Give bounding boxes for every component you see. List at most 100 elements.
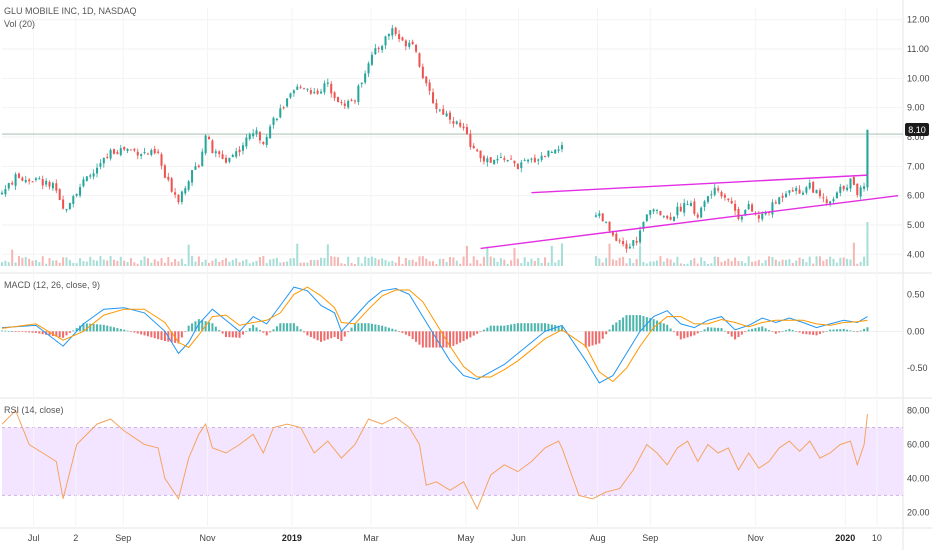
volume-bar	[676, 256, 679, 266]
rsi-band	[2, 427, 903, 496]
candle-body	[557, 149, 560, 151]
macd-histogram-bar	[533, 323, 536, 332]
candle-body	[398, 34, 401, 40]
chart-title: GLU MOBILE INC, 1D, NASDAQ	[4, 6, 137, 16]
candle-body	[289, 93, 292, 98]
candle-body	[445, 113, 448, 117]
date-tick-label: May	[457, 533, 475, 543]
candle-body	[306, 88, 309, 90]
candle-body	[218, 151, 221, 155]
volume-bar	[734, 257, 737, 266]
candle-body	[68, 202, 71, 209]
macd-histogram-bar	[482, 329, 485, 332]
candle-body	[856, 183, 859, 195]
candle-body	[323, 83, 326, 93]
candle-body	[282, 107, 285, 109]
candle-body	[214, 151, 217, 154]
volume-bar	[435, 263, 438, 266]
macd-histogram-bar	[299, 329, 302, 332]
candle-body	[177, 194, 180, 203]
volume-bar	[143, 256, 146, 266]
volume-bar	[31, 260, 34, 266]
volume-bar	[669, 259, 672, 266]
macd-histogram-bar	[829, 329, 832, 332]
candle-body	[540, 155, 543, 160]
macd-histogram-bar	[221, 331, 224, 334]
candle-body	[700, 207, 703, 218]
macd-histogram-bar	[31, 331, 34, 333]
macd-histogram-bar	[279, 323, 282, 332]
volume-bar	[652, 261, 655, 266]
candle-body	[659, 210, 662, 216]
candle-body	[404, 40, 407, 47]
candle-body	[269, 126, 272, 139]
volume-bar	[788, 259, 791, 266]
candle-body	[201, 151, 204, 167]
macd-histogram-bar	[24, 331, 27, 333]
macd-histogram-bar	[55, 331, 58, 337]
candle-body	[116, 152, 119, 155]
candle-body	[703, 201, 706, 207]
macd-histogram-bar	[11, 331, 14, 332]
candle-body	[632, 240, 635, 246]
candle-body	[727, 198, 730, 200]
volume-bar	[842, 257, 845, 266]
axis-layer: 12.00 11.00 10.00 9.00 8.00 7.00 6.00 5.00 4.00 0…	[28, 15, 930, 543]
volume-bar	[336, 257, 340, 266]
volume-bar	[801, 258, 804, 266]
candle-body	[798, 189, 801, 194]
candle-body	[336, 97, 340, 102]
macd-histogram-bar	[503, 325, 506, 332]
candle-body	[479, 150, 482, 159]
candle-body	[778, 197, 781, 205]
volume-bar	[825, 259, 828, 266]
macd-histogram-bar	[367, 323, 370, 332]
volume-bar	[822, 260, 825, 266]
macd-histogram-bar	[608, 329, 611, 332]
macd-histogram-bar	[601, 331, 604, 339]
macd-histogram-bar	[75, 328, 78, 332]
candle-body	[241, 145, 244, 151]
candle-body	[459, 122, 462, 127]
macd-histogram-bar	[252, 324, 255, 332]
macd-histogram-bar	[530, 323, 533, 332]
macd-histogram-bar	[666, 324, 669, 332]
candle-body	[72, 196, 75, 204]
date-tick-label: Nov	[200, 533, 217, 543]
candle-body	[842, 185, 845, 190]
candle-body	[669, 216, 672, 220]
candle-body	[506, 160, 509, 162]
macd-layer	[0, 286, 903, 384]
candle-body	[150, 150, 153, 156]
macd-histogram-bar	[313, 331, 316, 339]
volume-indicator-label: Vol (20)	[4, 19, 35, 29]
macd-histogram-bar	[686, 331, 689, 338]
macd-histogram-bar	[48, 331, 51, 336]
volume-bar	[14, 262, 17, 266]
volume-bar	[313, 259, 316, 266]
macd-histogram-bar	[584, 331, 587, 348]
volume-bar	[303, 262, 306, 266]
volume-bar	[241, 260, 244, 266]
macd-histogram-bar	[798, 331, 801, 333]
candle-body	[262, 142, 265, 144]
volume-bar	[527, 261, 530, 266]
volume-bar	[829, 256, 832, 266]
date-tick-label: Sep	[642, 533, 658, 543]
candle-body	[499, 157, 502, 159]
candle-body	[31, 181, 34, 183]
date-tick-label: 2020	[835, 533, 855, 543]
candle-body	[299, 86, 302, 88]
candle-body	[153, 149, 156, 154]
candle-body	[252, 133, 255, 137]
macd-histogram-bar	[445, 331, 448, 348]
volume-bar	[557, 259, 560, 266]
macd-histogram-bar	[611, 324, 614, 332]
candle-body	[611, 232, 614, 236]
macd-histogram-bar	[455, 331, 458, 345]
candle-body	[598, 213, 601, 216]
macd-histogram-bar	[350, 327, 353, 332]
volume-bar	[65, 257, 68, 266]
